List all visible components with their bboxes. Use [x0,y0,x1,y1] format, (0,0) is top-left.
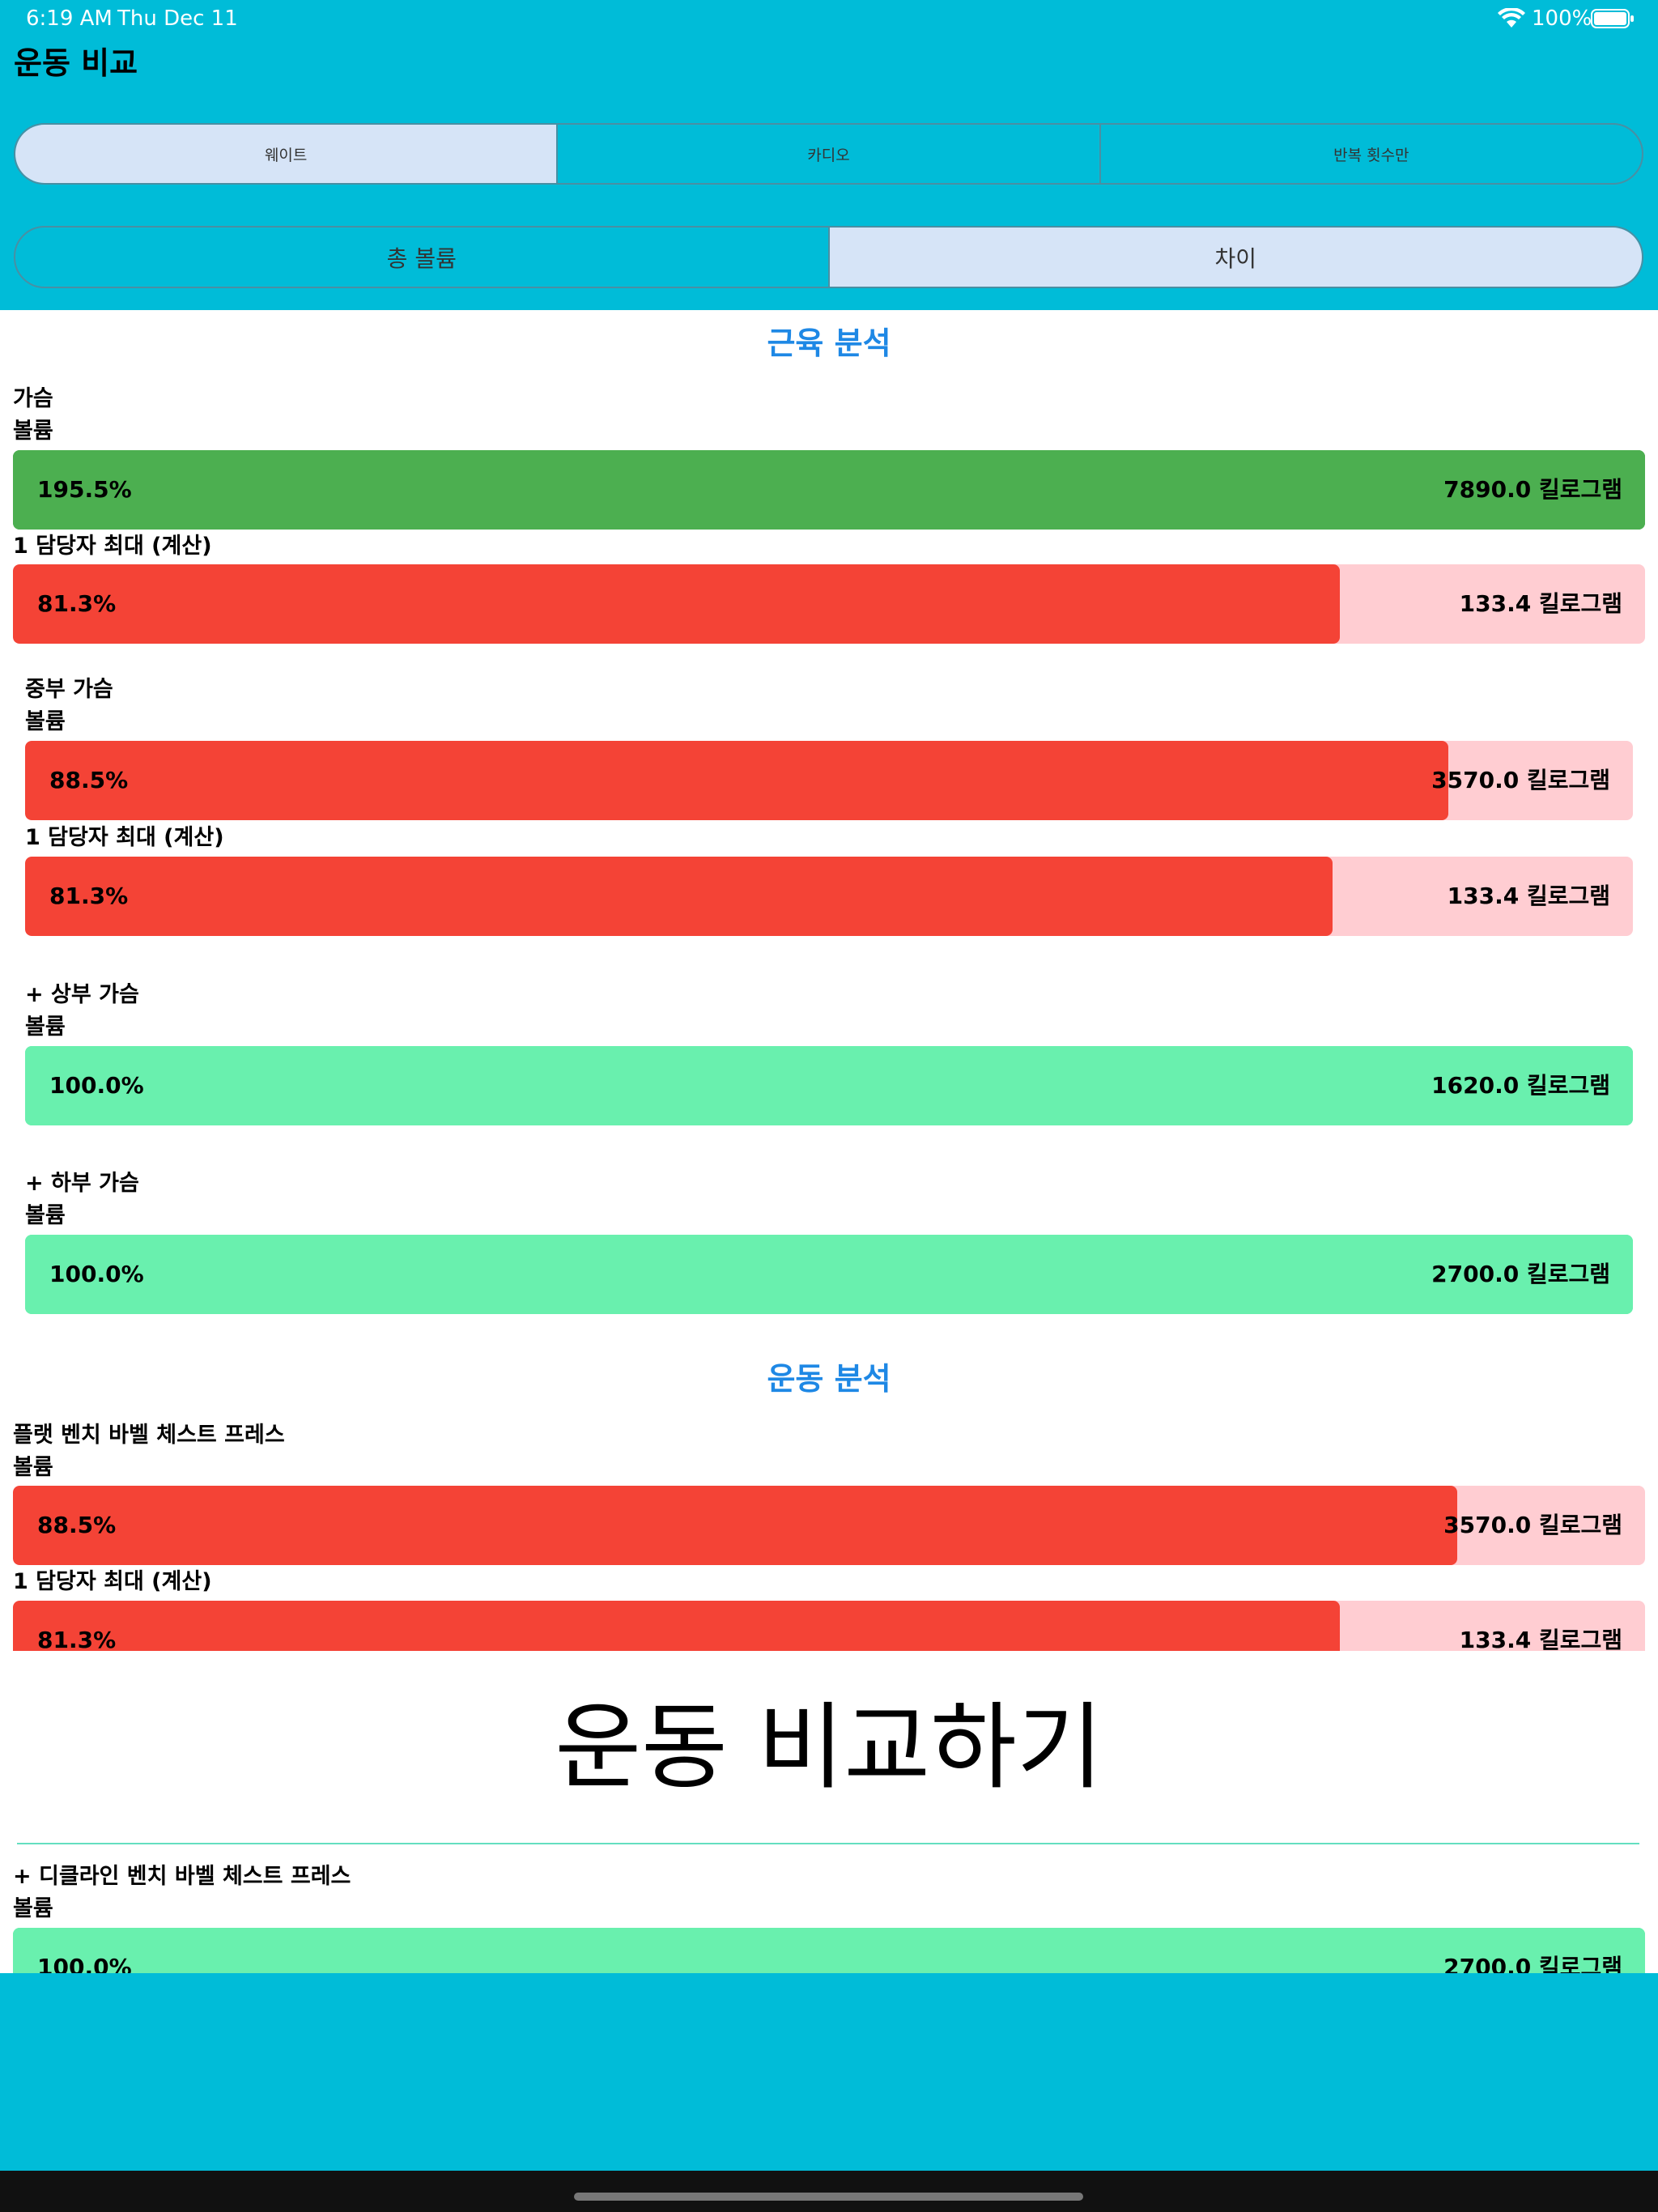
percent-label: 81.3% [37,1627,117,1653]
bar-fill [25,1235,1633,1314]
tab[interactable]: 반복 횟수만 [1099,125,1642,183]
amount-label: 133.4 킬로그램 [1459,590,1622,617]
bar-fill [25,857,1333,936]
metric-label: 볼륨 [25,709,66,734]
tab[interactable]: 웨이트 [15,125,557,183]
bar-fill [13,450,1645,530]
group-name: + 하부 가슴 [25,1171,139,1196]
tab[interactable]: 총 볼륨 [386,245,457,272]
tab[interactable]: 카디오 [556,125,1099,183]
amount-label: 3570.0 킬로그램 [1431,767,1610,793]
group-name: + 상부 가슴 [25,982,139,1007]
section-title: 운동 분석 [767,1361,891,1397]
home-indicator [574,2193,1083,2201]
bar-fill [13,564,1340,644]
bar-fill [25,1046,1633,1125]
amount-label: 133.4 킬로그램 [1459,1627,1622,1653]
metric-label: 1 담당자 최대 (계산) [13,1569,212,1594]
section-title: 근육 분석 [767,325,891,361]
group-name: 가슴 [13,386,53,411]
percent-label: 100.0% [49,1072,144,1099]
battery-level: 100% [1532,6,1592,31]
percent-label: 81.3% [49,883,129,909]
bar-track: 88.5% 3570.0 킬로그램 [13,1486,1645,1565]
tab[interactable]: 차이 [827,228,1642,287]
view-tabs: 총 볼륨 차이 [14,226,1643,288]
amount-label: 3570.0 킬로그램 [1443,1512,1622,1538]
bar-track: 81.3% 133.4 킬로그램 [13,564,1645,644]
percent-label: 100.0% [37,1954,132,1973]
metric-label: 볼륨 [13,419,53,444]
metric-label: 1 담당자 최대 (계산) [25,825,224,850]
bar-track: 81.3% 133.4 킬로그램 [25,857,1633,936]
metric-label: 볼륨 [13,1455,53,1480]
group-name: 중부 가슴 [25,677,113,702]
compare-button[interactable]: 운동 비교하기 [555,1693,1103,1802]
battery-icon [1591,9,1634,28]
home-bar-area [0,2171,1658,2212]
status-time: 6:19 AM [26,6,113,31]
bar-track: 100.0% 1620.0 킬로그램 [25,1046,1633,1125]
bar-track: 195.5% 7890.0 킬로그램 [13,450,1645,530]
percent-label: 88.5% [49,767,129,793]
percent-label: 81.3% [37,590,117,617]
group-name: 플랫 벤치 바벨 체스트 프레스 [13,1423,285,1448]
percent-label: 100.0% [49,1261,144,1287]
amount-label: 7890.0 킬로그램 [1443,476,1622,503]
amount-label: 2700.0 킬로그램 [1443,1954,1622,1973]
metric-label: 볼륨 [13,1896,53,1921]
bar-track: 88.5% 3570.0 킬로그램 [25,741,1633,820]
metric-label: 볼륨 [25,1203,66,1228]
percent-label: 195.5% [37,476,132,503]
bar-fill [13,1486,1458,1565]
metric-label: 1 담당자 최대 (계산) [13,534,212,559]
percent-label: 88.5% [37,1512,117,1538]
compare-button-area: 운동 비교하기 [0,1651,1658,1844]
exercise-type-tabs: 웨이트 카디오 반복 횟수만 [14,123,1643,185]
amount-label: 133.4 킬로그램 [1447,883,1610,909]
amount-label: 2700.0 킬로그램 [1431,1261,1610,1287]
bar-fill [13,1928,1645,1973]
page-title: 운동 비교 [14,45,138,81]
status-date: Thu Dec 11 [117,6,238,31]
bar-track: 100.0% 2700.0 킬로그램 [13,1928,1645,1973]
wifi-icon [1498,8,1525,28]
metric-label: 볼륨 [25,1015,66,1040]
bar-track: 100.0% 2700.0 킬로그램 [25,1235,1633,1314]
group-name: + 디클라인 벤치 바벨 체스트 프레스 [13,1864,351,1889]
divider [17,1843,1639,1844]
amount-label: 1620.0 킬로그램 [1431,1072,1610,1099]
bar-fill [25,741,1448,820]
